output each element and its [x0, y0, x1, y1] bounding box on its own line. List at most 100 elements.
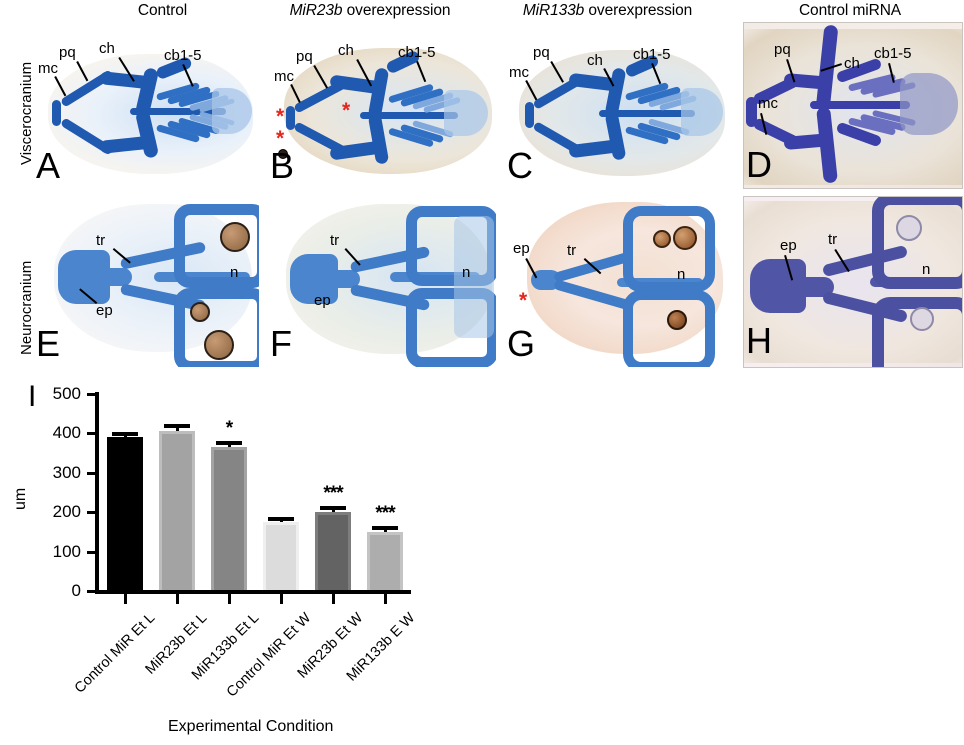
panel-d-posterior: [900, 73, 958, 135]
chart-errorbar-cap-5: [320, 505, 346, 510]
chart-ytick-label-0: 0: [71, 581, 81, 600]
chart-bar-6[interactable]: [367, 531, 403, 590]
panel-d-midline: [810, 101, 910, 109]
chart-x-axis: [95, 590, 411, 594]
panel-i-chart: I 500 400 300 200 100 0 um * *** *** Contr…: [0, 378, 520, 745]
panel-g-letter: G: [507, 323, 536, 364]
chart-xtick-2: [175, 594, 179, 604]
chart-bar-1[interactable]: [107, 436, 143, 590]
chart-x-ticks-group: [99, 594, 411, 606]
panel-c-midline: [599, 110, 695, 117]
panel-g-otolith-3: [667, 310, 687, 330]
row-label-viscerocranium-text: Viscerocranium: [18, 61, 35, 165]
panel-d-label-cb: cb1-5: [874, 45, 912, 62]
chart-y-axis: [95, 392, 99, 594]
panel-c-label-mc: mc: [509, 64, 529, 81]
panel-b-midline: [360, 112, 458, 119]
column-header-control-mirna-text: Control miRNA: [798, 2, 902, 19]
panel-b-asterisk-2: *: [276, 127, 285, 150]
panel-h-label-n: n: [922, 261, 931, 278]
panel-c-letter: C: [507, 145, 533, 186]
panel-a-label-ch: ch: [99, 40, 115, 57]
chart-bar-3[interactable]: [211, 447, 247, 590]
chart-ytick-500: [87, 393, 96, 396]
column-header-mir133b-suffix: overexpression: [584, 2, 693, 19]
chart-xtick-4: [279, 594, 283, 604]
column-header-mir23b: MiR23b overexpression: [255, 2, 485, 20]
chart-ytick-200: [87, 511, 96, 514]
chart-ytick-100: [87, 551, 96, 554]
chart-errorbar-stem-2: [175, 427, 179, 431]
chart-ytick-label-200: 200: [52, 502, 81, 521]
chart-ytick-label-400: 400: [52, 423, 81, 442]
panel-h-letter: H: [746, 320, 772, 361]
panel-g-asterisk-1: *: [519, 289, 528, 312]
column-header-control-mirna: Control miRNA: [740, 2, 960, 20]
chart-ytick-label-300: 300: [52, 463, 81, 482]
panel-e: tr ep n E: [34, 192, 259, 367]
panel-e-label-n: n: [230, 264, 239, 281]
panel-a-label-pq: pq: [59, 44, 76, 61]
panel-g-otolith-1: [653, 230, 671, 248]
chart-xtick-1: [123, 594, 127, 604]
panel-b-posterior: [444, 90, 488, 136]
panel-c-label-pq: pq: [533, 44, 550, 61]
chart-ytick-label-500: 500: [52, 384, 81, 403]
chart-errorbar-stem-3: [227, 444, 231, 448]
panel-f: tr ep n F: [268, 192, 496, 367]
chart-bar-5[interactable]: [315, 511, 351, 590]
chart-y-axis-label: um: [12, 487, 29, 510]
panel-b-label-mc: mc: [274, 68, 294, 85]
panel-d-letter: D: [746, 144, 772, 185]
chart-significance-6: ***: [375, 503, 395, 524]
panel-d-label-pq: pq: [774, 41, 791, 58]
chart-bar-4[interactable]: [263, 522, 299, 590]
panel-h-label-tr: tr: [828, 231, 838, 248]
panel-g-label-ep: ep: [513, 240, 530, 257]
panel-h-otolith-2: [910, 307, 934, 331]
panel-g-ring-upper: [623, 206, 715, 292]
panel-a-letter: A: [36, 145, 61, 186]
chart-ytick-300: [87, 472, 96, 475]
panel-f-posterior-haze: [454, 216, 494, 338]
panel-h: ep tr n H: [743, 196, 963, 368]
panel-a-label-cb: cb1-5: [164, 47, 202, 64]
panel-d-mc-apex: [746, 97, 757, 127]
column-header-mir23b-suffix: overexpression: [342, 2, 451, 19]
chart-ytick-400: [87, 432, 96, 435]
panel-b: mc pq ch cb1-5 * * * B: [268, 22, 496, 187]
column-header-control-text: Control: [137, 2, 188, 19]
chart-xtick-3: [227, 594, 231, 604]
panel-i-letter: I: [28, 380, 37, 413]
panel-f-label-ep: ep: [314, 292, 331, 309]
panel-e-letter: E: [36, 323, 61, 364]
panel-a-posterior: [212, 88, 252, 134]
chart-errorbar-stem-5: [331, 509, 335, 512]
chart-bar-2[interactable]: [159, 430, 195, 590]
column-header-mir23b-gene: MiR23b: [289, 2, 343, 19]
column-header-mir133b: MiR133b overexpression: [485, 2, 730, 20]
chart-xtick-5: [331, 594, 335, 604]
panel-c-posterior: [681, 88, 723, 136]
column-header-mir133b-gene: MiR133b: [522, 2, 585, 19]
panel-c-label-cb: cb1-5: [633, 46, 671, 63]
panel-e-label-ep: ep: [96, 302, 113, 319]
chart-errorbar-stem-4: [279, 520, 283, 522]
chart-bars-group: * *** ***: [99, 390, 411, 590]
panel-h-ep-neck: [794, 277, 834, 297]
panel-a-label-mc: mc: [38, 60, 58, 77]
panel-e-otolith-1: [220, 222, 250, 252]
chart-errorbar-stem-6: [383, 530, 387, 532]
chart-errorbar-cap-4: [268, 516, 294, 521]
panel-g-otolith-2: [673, 226, 697, 250]
panel-b-label-pq: pq: [296, 48, 313, 65]
panel-g-ring-lower: [623, 290, 715, 367]
chart-errorbar-stem-1: [123, 435, 127, 437]
panel-b-label-cb: cb1-5: [398, 44, 436, 61]
panel-c: mc pq ch cb1-5 C: [505, 22, 733, 187]
panel-b-pigment-dot: [278, 149, 288, 159]
column-header-control: Control: [55, 2, 270, 20]
chart-significance-5: ***: [323, 482, 343, 504]
chart-ytick-label-100: 100: [52, 542, 81, 561]
